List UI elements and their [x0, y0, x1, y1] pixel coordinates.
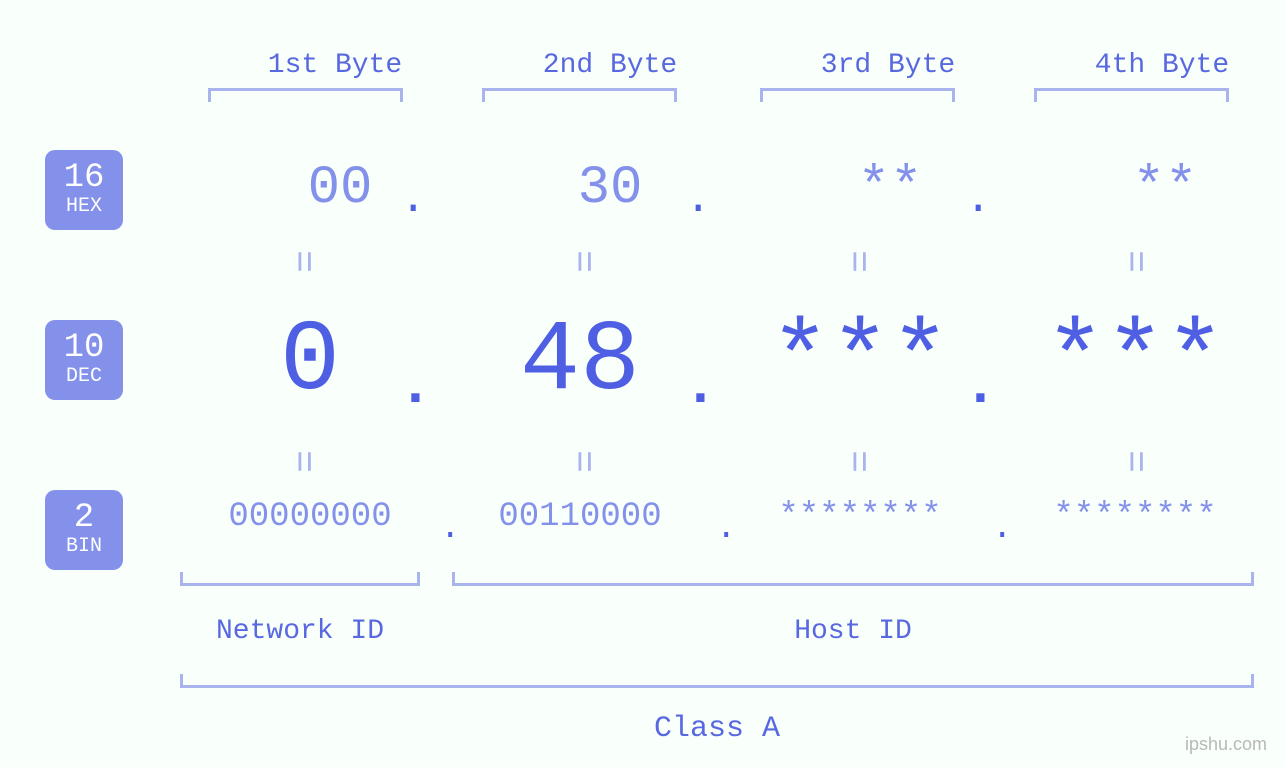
equals-bot-1: =: [280, 450, 323, 473]
base-label-dec: DEC: [66, 365, 102, 389]
dot-dec-3: .: [963, 355, 998, 420]
bin-byte-1: 00000000: [180, 498, 440, 536]
bracket-class: [180, 674, 1254, 688]
hex-byte-4: **: [1035, 158, 1285, 219]
dec-byte-2: 48: [450, 306, 710, 419]
base-num-dec: 10: [64, 331, 105, 365]
class-label: Class A: [180, 712, 1254, 746]
base-label-bin: BIN: [66, 535, 102, 559]
ip-structure-diagram: 1st Byte 2nd Byte 3rd Byte 4th Byte 16 H…: [0, 0, 1285, 767]
hex-byte-1: 00: [210, 158, 470, 219]
dot-bin-3: .: [992, 510, 1012, 548]
base-badge-hex: 16 HEX: [45, 150, 123, 230]
equals-bot-2: =: [560, 450, 603, 473]
equals-top-3: =: [835, 250, 878, 273]
base-num-hex: 16: [64, 161, 105, 195]
equals-top-2: =: [560, 250, 603, 273]
bracket-host-id: [452, 572, 1254, 586]
bracket-top-1: [208, 88, 403, 102]
byte-header-1: 1st Byte: [245, 50, 425, 81]
base-num-bin: 2: [74, 501, 94, 535]
dot-dec-1: .: [398, 355, 433, 420]
base-label-hex: HEX: [66, 195, 102, 219]
dot-bin-1: .: [440, 510, 460, 548]
dot-hex-1: .: [400, 175, 426, 225]
watermark: ipshu.com: [1185, 734, 1267, 755]
bracket-top-4: [1034, 88, 1229, 102]
bracket-network-id: [180, 572, 420, 586]
bin-byte-2: 00110000: [450, 498, 710, 536]
byte-header-2: 2nd Byte: [520, 50, 700, 81]
base-badge-bin: 2 BIN: [45, 490, 123, 570]
dot-bin-2: .: [716, 510, 736, 548]
equals-top-1: =: [280, 250, 323, 273]
bin-byte-4: ********: [1005, 498, 1265, 536]
byte-header-4: 4th Byte: [1072, 50, 1252, 81]
base-badge-dec: 10 DEC: [45, 320, 123, 400]
bracket-top-3: [760, 88, 955, 102]
bin-byte-3: ********: [730, 498, 990, 536]
equals-top-4: =: [1112, 250, 1155, 273]
equals-bot-3: =: [835, 450, 878, 473]
dot-dec-2: .: [683, 355, 718, 420]
dec-byte-3: ***: [730, 306, 990, 419]
network-id-label: Network ID: [180, 616, 420, 647]
dot-hex-2: .: [685, 175, 711, 225]
dec-byte-4: ***: [1005, 306, 1265, 419]
host-id-label: Host ID: [452, 616, 1254, 647]
byte-header-3: 3rd Byte: [798, 50, 978, 81]
equals-bot-4: =: [1112, 450, 1155, 473]
dot-hex-3: .: [965, 175, 991, 225]
bracket-top-2: [482, 88, 677, 102]
